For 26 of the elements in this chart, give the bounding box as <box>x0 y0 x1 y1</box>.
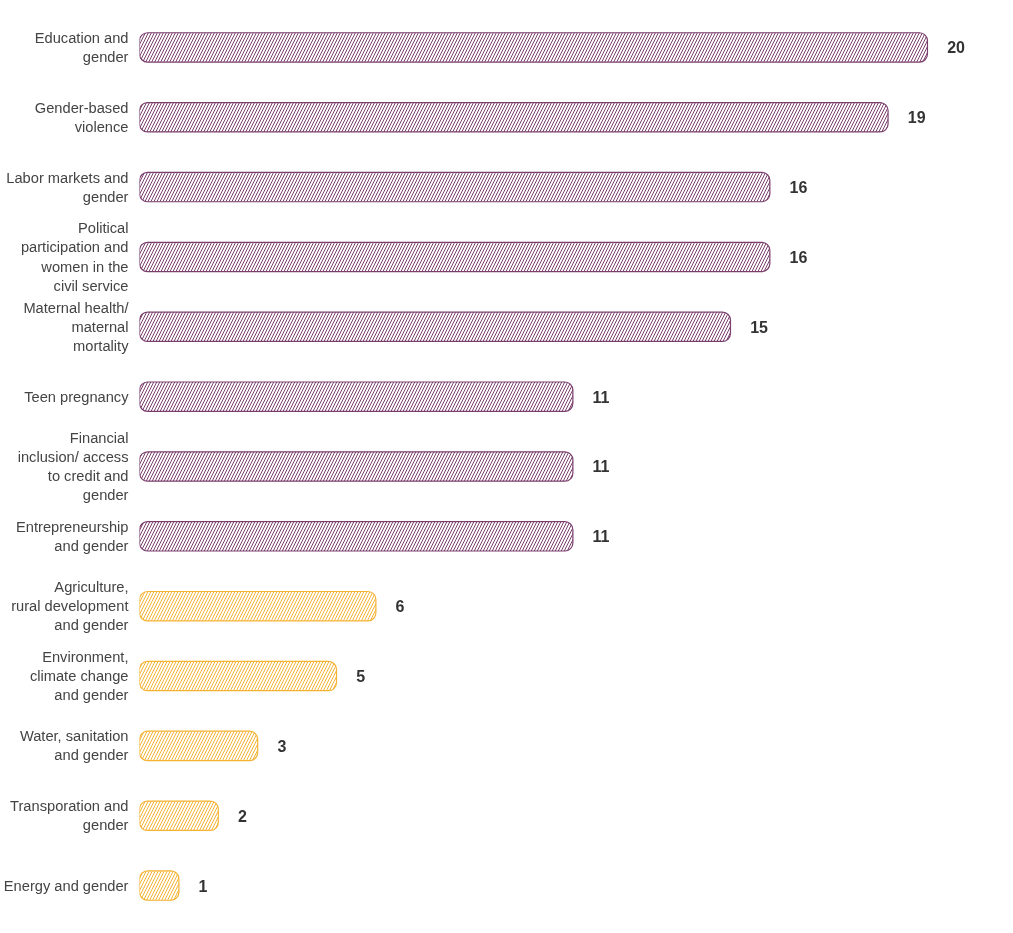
data-label: 5 <box>356 668 366 686</box>
y-tick-label: Energy and gender <box>3 877 129 894</box>
data-label: 11 <box>592 528 610 546</box>
y-tick-label: Education and gender <box>34 29 129 66</box>
y-tick-label: Maternal health/ maternal mortality <box>23 299 130 354</box>
data-label: 15 <box>750 318 769 336</box>
y-tick-label: Water, sanitation and gender <box>19 728 129 764</box>
data-label: 19 <box>907 109 926 127</box>
data-label: 1 <box>198 877 208 895</box>
data-label: 3 <box>277 737 287 755</box>
data-label: 16 <box>789 179 808 197</box>
data-label: 2 <box>238 807 247 825</box>
data-label: 20 <box>947 39 966 57</box>
data-label: 11 <box>592 388 610 406</box>
data-label: 16 <box>789 248 808 266</box>
y-tick-label: Political participation and women in the civil service <box>20 220 129 294</box>
data-label: 11 <box>592 458 610 476</box>
y-tick-label: Environment, climate change and gender <box>29 648 129 704</box>
y-tick-label: Gender-based violence <box>34 99 129 135</box>
y-tick-label: Financial inclusion/ access to credit and gender <box>17 429 129 504</box>
y-tick-label: Labor markets and gender <box>6 169 129 205</box>
data-label: 6 <box>395 598 405 616</box>
y-tick-label: Transporation and gender <box>10 798 129 834</box>
y-tick-label: Teen pregnancy <box>24 388 130 405</box>
y-tick-label: Entrepreneurship and gender <box>16 518 129 554</box>
y-tick-label: Agriculture, rural development and gender <box>11 578 129 634</box>
